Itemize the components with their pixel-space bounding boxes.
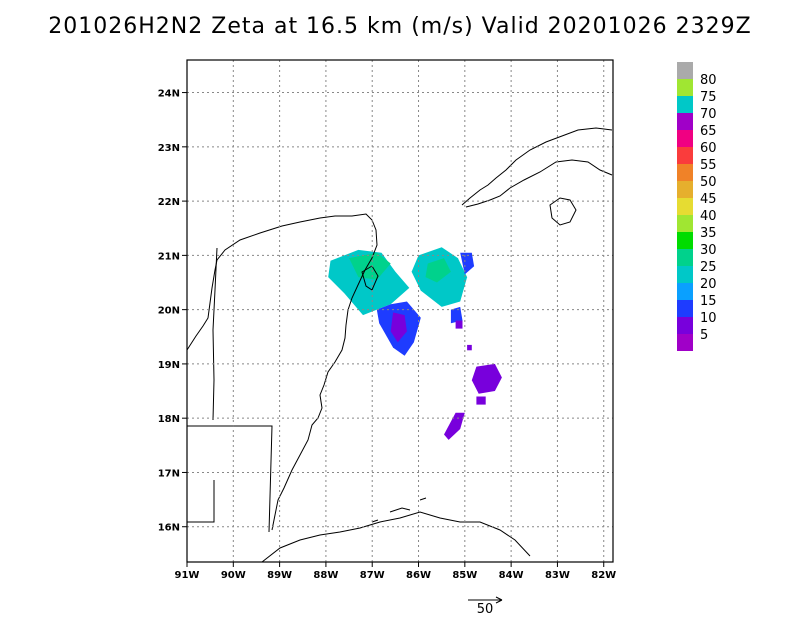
colorbar-swatch (677, 300, 693, 317)
lat-tick-label: 16N (158, 523, 180, 534)
colorbar-label: 70 (700, 107, 717, 122)
colorbar-label: 80 (700, 73, 717, 88)
colorbar-swatch (677, 147, 693, 164)
colorbar-label: 60 (700, 141, 717, 156)
cozumel-island (361, 265, 379, 291)
wind-region-3 (425, 258, 451, 283)
lon-tick-label: 84W (499, 570, 524, 581)
wind-region-10 (444, 412, 465, 440)
honduras-coastline (261, 511, 531, 563)
wind-region-12 (467, 344, 472, 351)
colorbar-label: 30 (700, 243, 717, 258)
belize-border (187, 425, 273, 533)
wind-region-5 (460, 252, 475, 275)
bay-islands (371, 497, 427, 523)
lon-tick-label: 89W (267, 570, 292, 581)
wind-speed-shading (328, 247, 502, 440)
colorbar-swatch (677, 96, 693, 113)
latitude-axis: 24N 23N 22N 21N 20N 19N 18N 17N 16N (158, 89, 187, 534)
cuba-coastline (461, 127, 613, 208)
lat-tick-label: 22N (158, 197, 180, 208)
colorbar-swatch (677, 334, 693, 351)
wind-region-6 (450, 306, 463, 324)
colorbar-swatch (677, 130, 693, 147)
colorbar-swatch (677, 266, 693, 283)
lat-tick-label: 24N (158, 89, 180, 100)
colorbar-swatch (677, 232, 693, 249)
colorbar-swatch (677, 79, 693, 96)
isla-juventud (549, 197, 577, 226)
wind-region-8 (471, 363, 502, 394)
wind-region-11 (455, 320, 463, 329)
lon-tick-label: 90W (221, 570, 246, 581)
colorbar: 5 10 15 20 25 30 35 40 45 50 55 60 65 70 75 80 (677, 62, 717, 351)
lat-tick-label: 17N (158, 468, 180, 479)
colorbar-label: 45 (700, 192, 717, 207)
colorbar-swatch (677, 215, 693, 232)
wind-reference-vector: 50 (468, 596, 503, 617)
colorbar-swatch (677, 181, 693, 198)
lon-tick-label: 86W (406, 570, 431, 581)
colorbar-label: 20 (700, 277, 717, 292)
colorbar-swatch (677, 317, 693, 334)
colorbar-swatch (677, 283, 693, 300)
colorbar-label: 65 (700, 124, 717, 139)
colorbar-label: 55 (700, 158, 717, 173)
colorbar-swatch (677, 62, 693, 79)
colorbar-swatch (677, 198, 693, 215)
lon-tick-label: 88W (313, 570, 338, 581)
longitude-axis: 91W 90W 89W 88W 87W 86W 85W 84W 83W 82W (175, 562, 616, 581)
lat-tick-label: 20N (158, 306, 180, 317)
lon-tick-label: 91W (175, 570, 200, 581)
lat-tick-label: 23N (158, 143, 180, 154)
wind-region-2 (349, 252, 391, 280)
wind-reference-label: 50 (477, 602, 494, 617)
guatemala-border (187, 247, 218, 523)
lat-tick-label: 21N (158, 251, 180, 262)
lat-tick-label: 19N (158, 360, 180, 371)
colorbar-label: 35 (700, 226, 717, 241)
colorbar-swatch (677, 164, 693, 181)
wind-region-7 (390, 312, 407, 343)
coastlines (186, 127, 613, 563)
lon-tick-label: 87W (360, 570, 385, 581)
lon-tick-label: 83W (545, 570, 570, 581)
colorbar-label: 25 (700, 260, 717, 275)
colorbar-swatch (677, 113, 693, 130)
lon-tick-label: 85W (452, 570, 477, 581)
colorbar-label: 15 (700, 294, 717, 309)
colorbar-swatch (677, 249, 693, 266)
lon-tick-label: 82W (591, 570, 616, 581)
colorbar-label: 5 (700, 328, 708, 343)
colorbar-label: 75 (700, 90, 717, 105)
map-gridlines (187, 60, 613, 562)
map-title: 201026H2N2 Zeta at 16.5 km (m/s) Valid 2… (48, 14, 752, 39)
colorbar-label: 40 (700, 209, 717, 224)
map-frame (186, 59, 614, 563)
colorbar-label: 10 (700, 311, 717, 326)
lat-tick-label: 18N (158, 414, 180, 425)
wind-region-0 (328, 249, 410, 316)
colorbar-label: 50 (700, 175, 717, 190)
wind-region-9 (476, 396, 486, 405)
